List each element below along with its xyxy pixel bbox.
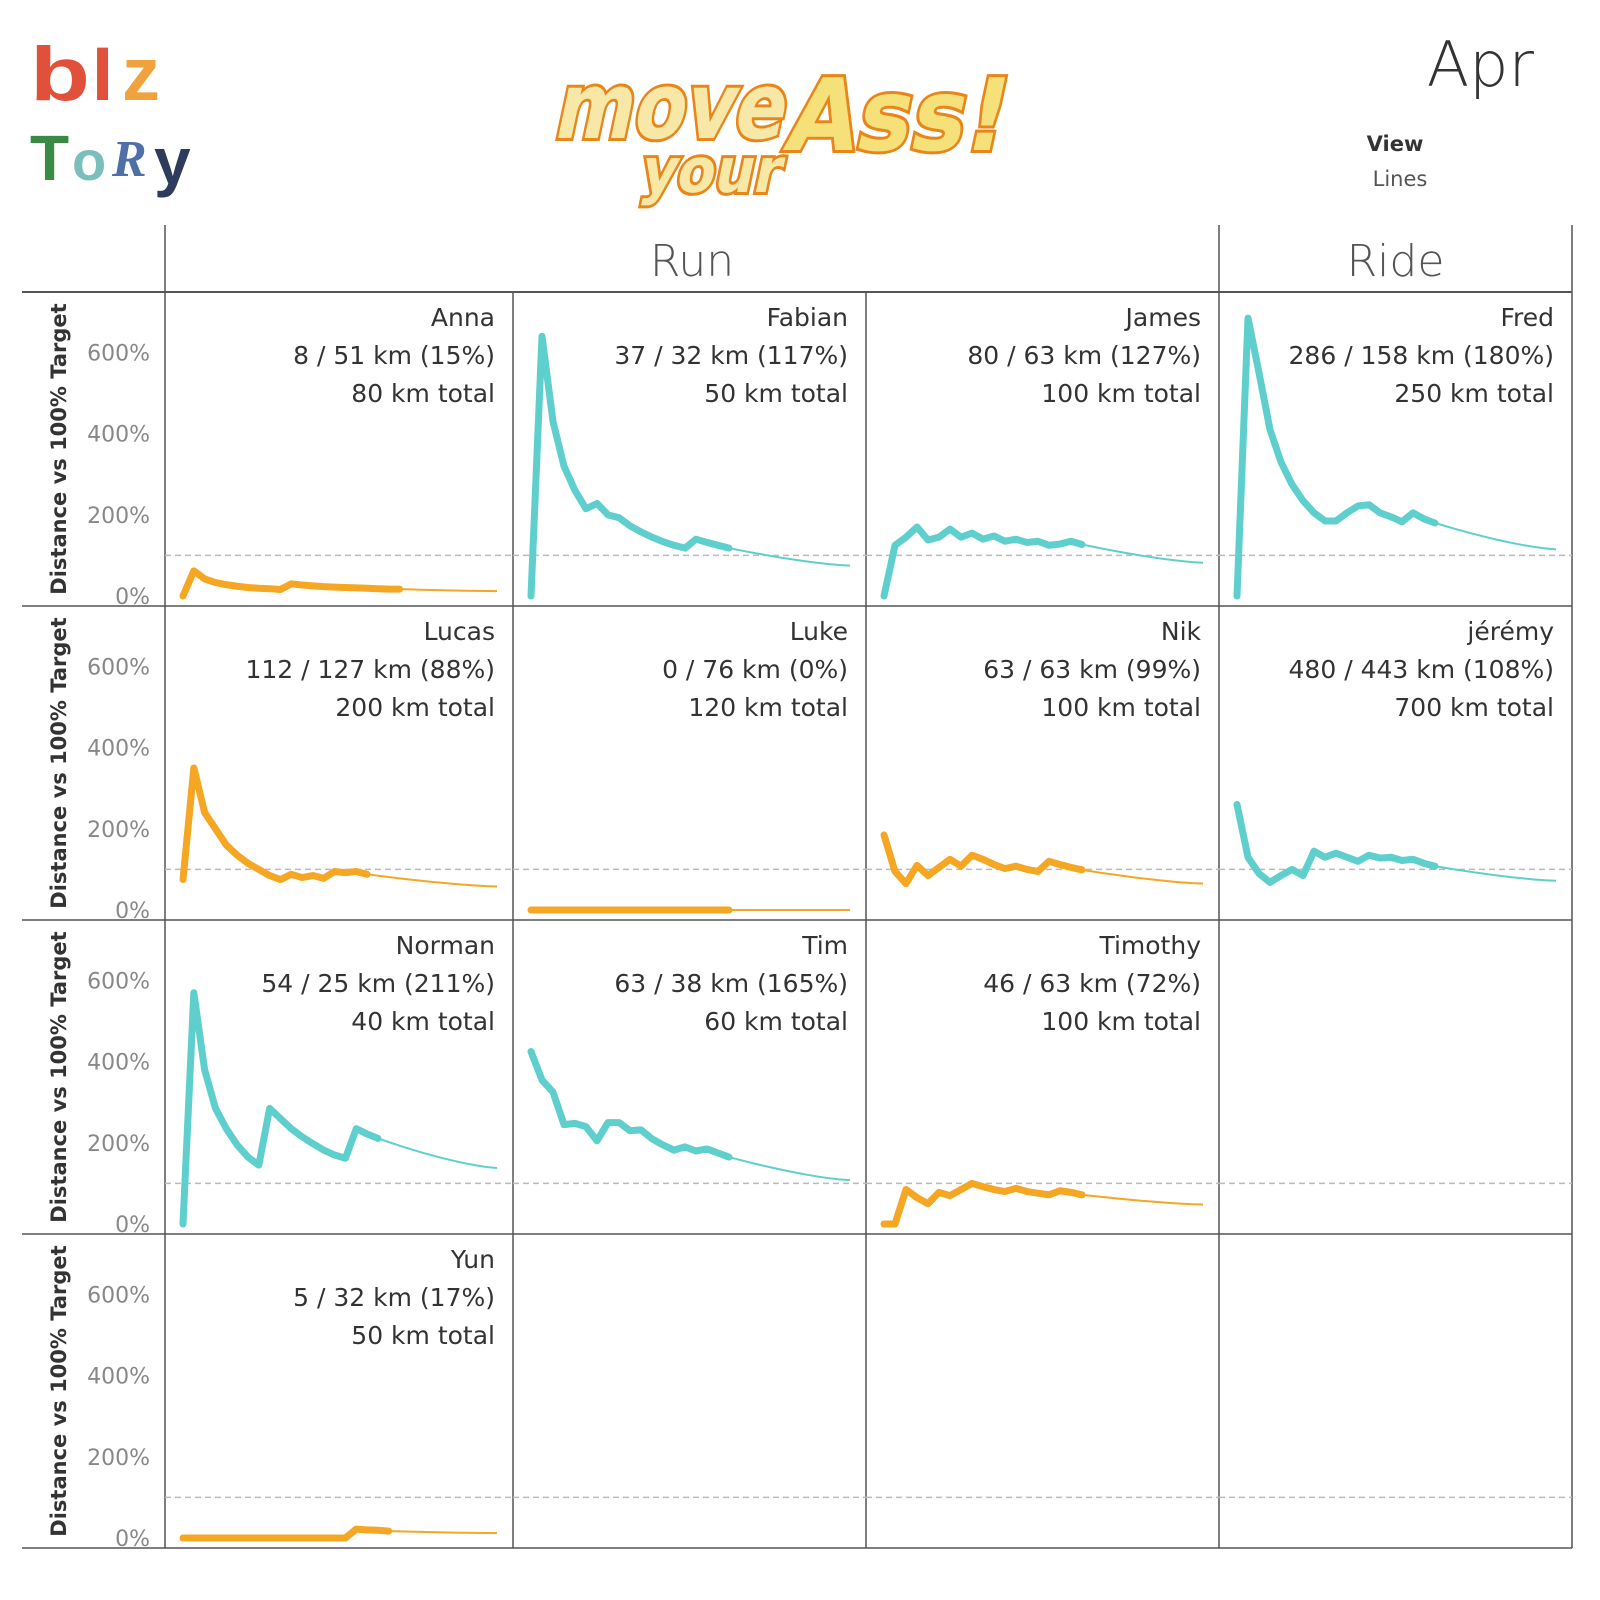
biztory-logo: b I z T o R y	[30, 38, 191, 198]
series-line-Anna	[179, 567, 404, 600]
series-line-jérémy	[1233, 801, 1439, 886]
panel-name: jérémy	[1466, 617, 1554, 646]
panel-summary: 480 / 443 km (108%)	[1289, 655, 1554, 684]
svg-text:move: move	[555, 53, 800, 160]
panel-name: Timothy	[1098, 931, 1201, 960]
move-your-ass-logo: move your Ass!	[555, 50, 1025, 210]
projection-line-Timothy	[1081, 1193, 1204, 1206]
y-axis-title: Distance vs 100% Target	[47, 617, 71, 908]
panel-summary: 54 / 25 km (211%)	[261, 969, 495, 998]
series-line-Timothy	[880, 1179, 1086, 1228]
panel-total: 50 km total	[704, 379, 848, 408]
y-tick-label: 0%	[115, 1527, 150, 1552]
projection-line-Anna	[399, 588, 498, 593]
y-tick-label: 400%	[87, 1365, 150, 1390]
panel-total: 100 km total	[1041, 693, 1201, 722]
series-line-Fabian	[527, 332, 733, 600]
y-tick-label: 600%	[87, 342, 150, 367]
panel-summary: 46 / 63 km (72%)	[983, 969, 1201, 998]
group-header-run: Run	[650, 236, 734, 287]
projection-line-Yun	[388, 1530, 498, 1535]
y-tick-label: 400%	[87, 423, 150, 448]
panel-summary: 0 / 76 km (0%)	[662, 655, 848, 684]
panel-name: Nik	[1161, 617, 1202, 646]
panel-total: 50 km total	[351, 1321, 495, 1350]
panel-total: 80 km total	[351, 379, 495, 408]
panel-total: 100 km total	[1041, 1007, 1201, 1036]
panel-summary: 112 / 127 km (88%)	[245, 655, 495, 684]
y-axis-title: Distance vs 100% Target	[47, 1245, 71, 1536]
panel-summary: 63 / 38 km (165%)	[614, 969, 848, 998]
panel-summary: 286 / 158 km (180%)	[1289, 341, 1554, 370]
projection-line-Fred	[1434, 522, 1557, 551]
panel-summary: 5 / 32 km (17%)	[293, 1283, 495, 1312]
svg-text:y: y	[154, 124, 191, 198]
group-header-ride: Ride	[1347, 236, 1445, 287]
y-tick-label: 0%	[115, 899, 150, 924]
svg-text:z: z	[122, 38, 160, 117]
projection-line-Nik	[1081, 868, 1204, 885]
projection-line-Norman	[377, 1137, 498, 1170]
series-line-Lucas	[179, 764, 371, 884]
projection-line-Fabian	[728, 547, 851, 567]
panel-name: Anna	[431, 303, 495, 332]
y-tick-label: 0%	[115, 1213, 150, 1238]
month-label: Apr	[1426, 28, 1534, 101]
panel-summary: 8 / 51 km (15%)	[293, 341, 495, 370]
series-line-James	[880, 523, 1086, 600]
series-line-Tim	[527, 1048, 733, 1161]
svg-text:b: b	[30, 38, 90, 117]
y-tick-label: 600%	[87, 970, 150, 995]
series-line-Fred	[1233, 314, 1439, 600]
y-tick-label: 600%	[87, 1284, 150, 1309]
projection-line-Tim	[728, 1156, 851, 1182]
projection-line-Lucas	[366, 873, 498, 888]
panel-total: 40 km total	[351, 1007, 495, 1036]
panel-total: 250 km total	[1394, 379, 1554, 408]
svg-text:your: your	[635, 135, 790, 207]
panel-name: Tim	[801, 931, 848, 960]
view-parameter-value[interactable]: Lines	[1372, 167, 1428, 191]
y-tick-label: 600%	[87, 656, 150, 681]
view-parameter-label: View	[1366, 132, 1424, 156]
y-tick-label: 400%	[87, 737, 150, 762]
panel-total: 60 km total	[704, 1007, 848, 1036]
panel-summary: 37 / 32 km (117%)	[614, 341, 848, 370]
series-line-Norman	[179, 989, 382, 1228]
panel-total: 700 km total	[1394, 693, 1554, 722]
panel-name: Fred	[1500, 303, 1554, 332]
panel-name: Yun	[450, 1245, 495, 1274]
svg-text:I: I	[92, 38, 113, 117]
y-tick-label: 400%	[87, 1051, 150, 1076]
panel-name: Fabian	[767, 303, 848, 332]
panel-name: James	[1124, 303, 1201, 332]
panel-name: Luke	[790, 617, 848, 646]
panel-summary: 63 / 63 km (99%)	[983, 655, 1201, 684]
y-tick-label: 200%	[87, 1446, 150, 1471]
svg-text:o: o	[72, 129, 106, 192]
y-tick-label: 200%	[87, 1132, 150, 1157]
panel-name: Norman	[396, 931, 495, 960]
projection-line-James	[1081, 543, 1204, 564]
panel-summary: 80 / 63 km (127%)	[967, 341, 1201, 370]
y-tick-label: 200%	[87, 818, 150, 843]
svg-text:Ass!: Ass!	[777, 57, 1022, 174]
panel-total: 100 km total	[1041, 379, 1201, 408]
y-axis-title: Distance vs 100% Target	[47, 303, 71, 594]
svg-text:T: T	[30, 122, 69, 194]
panel-total: 200 km total	[335, 693, 495, 722]
series-line-Yun	[179, 1525, 393, 1542]
projection-line-jérémy	[1434, 865, 1557, 882]
panel-total: 120 km total	[688, 693, 848, 722]
y-tick-label: 0%	[115, 585, 150, 610]
y-tick-label: 200%	[87, 504, 150, 529]
svg-text:R: R	[111, 131, 147, 188]
y-axis-title: Distance vs 100% Target	[47, 931, 71, 1222]
series-line-Nik	[880, 831, 1086, 888]
panel-name: Lucas	[424, 617, 495, 646]
